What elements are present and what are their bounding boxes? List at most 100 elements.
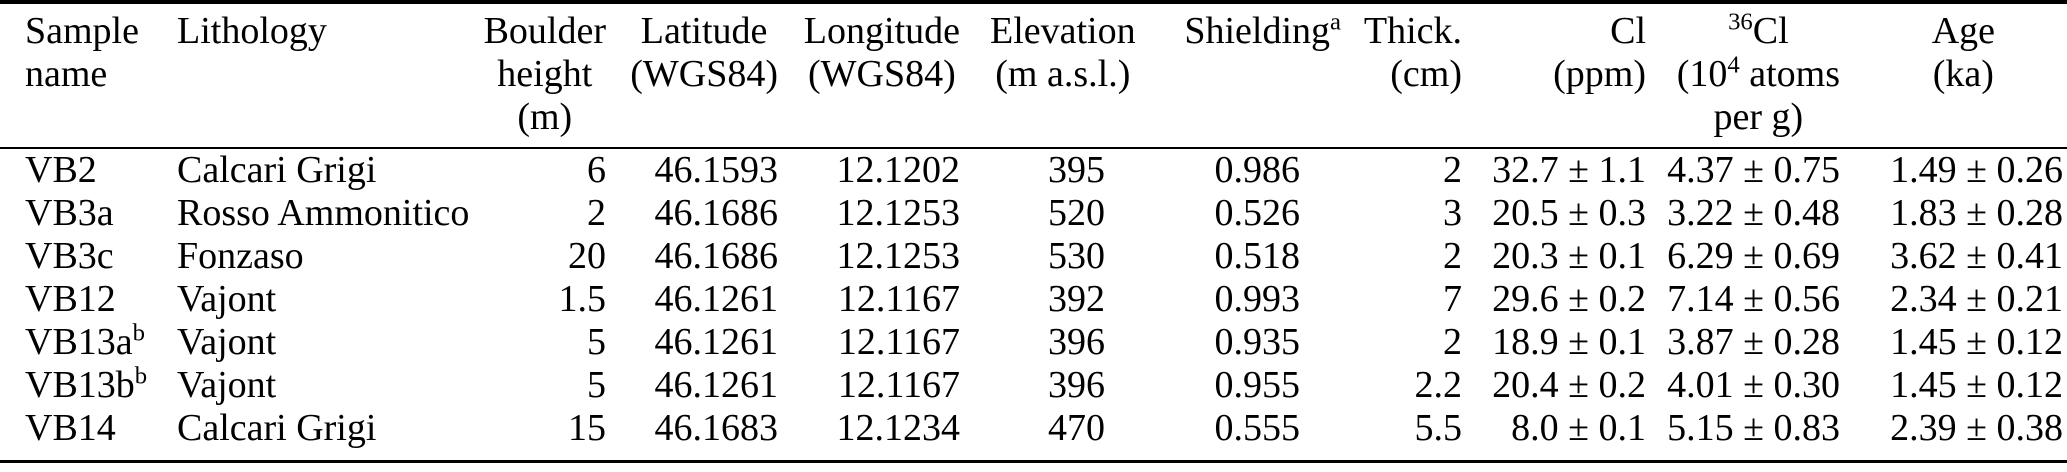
cell-thickness: 2.2	[1414, 364, 1463, 406]
cell-lithology: Calcari Grigi	[177, 407, 377, 449]
footnote-marker-b: b	[134, 362, 148, 390]
cell-latitude: 46.1686	[654, 235, 779, 277]
cell-cl36: 3.87 ± 0.28	[1667, 321, 1840, 363]
table-row-vb12: VB12 Vajont 1.5 46.1261 12.1167 392 0.99…	[0, 278, 2067, 321]
cell-age: 1.83 ± 0.28	[1890, 192, 2063, 234]
cell-lithology: Calcari Grigi	[177, 149, 377, 191]
cell-longitude: 12.1167	[837, 364, 960, 406]
cell-cl-ppm: 20.4 ± 0.2	[1492, 364, 1646, 406]
header-text: Shielding	[1184, 10, 1331, 52]
cell-elevation: 530	[1048, 235, 1105, 277]
cell-latitude: 46.1683	[654, 407, 779, 449]
header-line: (WGS84)	[808, 53, 956, 95]
header-line: name	[25, 53, 108, 95]
header-line: height	[497, 53, 593, 95]
table-row-vb14: VB14 Calcari Grigi 15 46.1683 12.1234 47…	[0, 407, 2067, 462]
header-text: Cl	[1752, 10, 1789, 52]
footnote-marker-a: a	[1330, 8, 1341, 36]
exponent-superscript: 4	[1727, 51, 1740, 79]
cell-elevation: 470	[1048, 407, 1105, 449]
column-header-latitude: Latitude (WGS84)	[606, 2, 778, 149]
cell-longitude: 12.1253	[836, 192, 961, 234]
cell-boulder-height: 15	[568, 407, 606, 449]
cell-shielding: 0.518	[1214, 235, 1301, 277]
cell-sample-name: VB14	[0, 407, 155, 462]
cell-thickness: 2	[1443, 149, 1462, 191]
cell-sample-name: VB12	[0, 278, 155, 321]
cell-longitude: 12.1234	[836, 407, 961, 449]
header-line: per g)	[1713, 96, 1804, 138]
cell-elevation: 396	[1048, 321, 1105, 363]
cell-thickness: 7	[1443, 278, 1462, 320]
footnote-marker-b: b	[132, 319, 145, 347]
cell-latitude: 46.1261	[654, 321, 779, 363]
header-line: Lithology	[177, 10, 327, 52]
column-header-shielding: Shieldinga	[1105, 2, 1341, 149]
isotope-superscript: 36	[1728, 8, 1753, 36]
header-line: (m a.s.l.)	[995, 53, 1131, 95]
header-line: 36Cl	[1677, 8, 1840, 53]
table-row-vb2: VB2 Calcari Grigi 6 46.1593 12.1202 395 …	[0, 148, 2067, 192]
cell-boulder-height: 20	[568, 235, 606, 277]
header-line: Shieldinga	[1184, 8, 1341, 53]
cell-elevation: 396	[1048, 364, 1105, 406]
cell-cl-ppm: 8.0 ± 0.1	[1511, 407, 1646, 449]
cell-age: 2.39 ± 0.38	[1890, 407, 2063, 449]
cell-elevation: 395	[1048, 149, 1105, 191]
cell-lithology: Vajont	[177, 278, 277, 320]
column-header-cl36-concentration: 36Cl (104 atoms per g)	[1646, 2, 1840, 149]
cell-latitude: 46.1686	[654, 192, 779, 234]
cell-age: 2.34 ± 0.21	[1890, 278, 2063, 320]
cell-cl36: 3.22 ± 0.48	[1667, 192, 1840, 234]
cell-thickness: 5.5	[1414, 407, 1463, 449]
cell-shielding: 0.555	[1214, 407, 1301, 449]
sample-name: VB12	[25, 278, 116, 320]
cell-thickness: 2	[1443, 235, 1462, 277]
column-header-age: Age (ka)	[1840, 2, 2067, 149]
cell-age: 1.45 ± 0.12	[1890, 321, 2063, 363]
table-row-vb3c: VB3c Fonzaso 20 46.1686 12.1253 530 0.51…	[0, 235, 2067, 278]
cell-cl36: 7.14 ± 0.56	[1667, 278, 1840, 320]
header-line: Age	[1931, 10, 1995, 52]
cell-cl36: 4.01 ± 0.30	[1667, 364, 1840, 406]
sample-name: VB3a	[25, 192, 114, 234]
cell-longitude: 12.1167	[837, 278, 960, 320]
column-header-sample-name: Sample name	[0, 2, 155, 149]
cell-shielding: 0.955	[1214, 364, 1301, 406]
cell-sample-name: VB13bb	[0, 362, 155, 407]
cell-cl36: 6.29 ± 0.69	[1667, 235, 1840, 277]
cell-thickness: 3	[1443, 192, 1462, 234]
table-row-vb3a: VB3a Rosso Ammonitico 2 46.1686 12.1253 …	[0, 192, 2067, 235]
cell-cl-ppm: 20.5 ± 0.3	[1492, 192, 1646, 234]
cell-cl-ppm: 20.3 ± 0.1	[1492, 235, 1646, 277]
cell-age: 1.45 ± 0.12	[1890, 364, 2063, 406]
cell-shielding: 0.993	[1214, 278, 1301, 320]
cell-longitude: 12.1202	[836, 149, 961, 191]
cell-shielding: 0.935	[1214, 321, 1301, 363]
cell-shielding: 0.986	[1214, 149, 1301, 191]
column-header-lithology: Lithology	[155, 2, 440, 149]
cell-cl36: 4.37 ± 0.75	[1667, 149, 1840, 191]
cell-sample-name: VB3a	[0, 192, 155, 235]
header-text: (10	[1676, 53, 1728, 95]
cell-sample-name: VB13ab	[0, 319, 155, 364]
cell-longitude: 12.1253	[836, 235, 961, 277]
cell-cl-ppm: 18.9 ± 0.1	[1492, 321, 1646, 363]
column-header-elevation: Elevation (m a.s.l.)	[960, 2, 1136, 149]
cell-boulder-height: 6	[587, 149, 606, 191]
header-line: (ppm)	[1553, 53, 1646, 95]
header-line: (WGS84)	[630, 53, 778, 95]
cell-latitude: 46.1261	[654, 364, 779, 406]
column-header-boulder-height: Boulder height (m)	[440, 2, 606, 149]
table-row-vb13b: VB13bb Vajont 5 46.1261 12.1167 396 0.95…	[0, 362, 2067, 407]
header-line: Longitude	[803, 10, 960, 52]
cell-age: 1.49 ± 0.26	[1890, 149, 2063, 191]
header-line: (cm)	[1390, 53, 1462, 95]
header-line: Latitude	[640, 10, 768, 52]
cell-boulder-height: 5	[587, 321, 606, 363]
cell-age: 3.62 ± 0.41	[1890, 235, 2063, 277]
header-text: atoms	[1739, 53, 1840, 95]
cell-elevation: 392	[1048, 278, 1105, 320]
